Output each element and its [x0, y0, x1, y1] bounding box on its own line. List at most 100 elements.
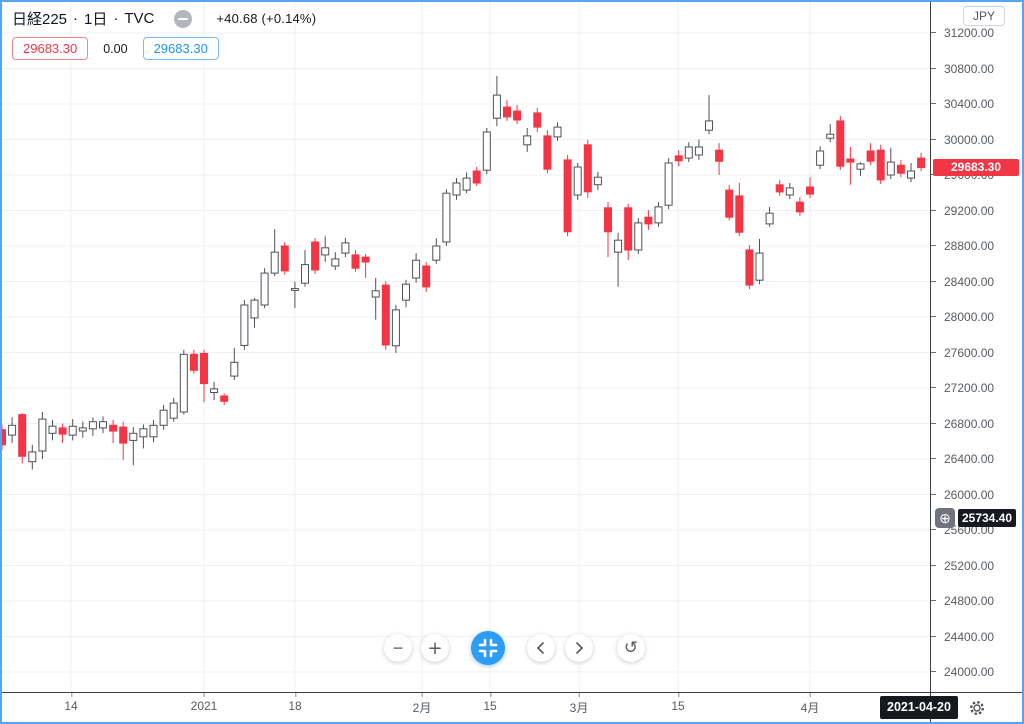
candle — [755, 238, 764, 285]
candle — [826, 124, 835, 143]
price-tick-label: 25200.00 — [931, 558, 1022, 574]
candle — [402, 279, 410, 308]
price-tick-label: 30000.00 — [931, 132, 1022, 148]
time-axis[interactable]: 14 2021 18 2月 15 3月 15 4月 — [2, 692, 930, 722]
candle — [28, 444, 37, 470]
time-tick-label: 15 — [671, 693, 685, 713]
legend-collapse-button[interactable] — [174, 9, 193, 28]
buy-price-button[interactable]: 29683.30 — [142, 37, 219, 60]
price-tick-label: 31200.00 — [931, 25, 1022, 41]
candle — [412, 253, 421, 283]
candle — [452, 178, 461, 200]
symbol-legend: 日経225 · 1日 · TVC +40.68 (+0.14%) 29683.3… — [12, 8, 316, 60]
candle — [715, 143, 724, 175]
candle — [321, 236, 330, 262]
candle — [432, 238, 441, 264]
price-tick-label: 28400.00 — [931, 274, 1022, 290]
candle — [290, 281, 299, 309]
reset-zoom-button[interactable] — [471, 631, 505, 665]
candle — [543, 130, 552, 174]
candle — [664, 158, 673, 210]
zoom-out-button[interactable]: − — [384, 634, 412, 662]
symbol-name[interactable]: 日経225 — [12, 11, 68, 28]
candle — [68, 419, 77, 441]
legend-separator: · — [113, 10, 119, 27]
candle — [391, 305, 400, 353]
candle — [88, 417, 97, 436]
candle — [876, 144, 885, 184]
time-tick-label: 2月 — [413, 693, 431, 716]
candle — [99, 416, 107, 434]
candle — [583, 139, 592, 199]
price-tick-label: 27600.00 — [931, 345, 1022, 361]
price-axis[interactable]: JPY 29683.30 ⊕ 25734.40 31200.00 30800.00… — [930, 2, 1022, 692]
gear-icon — [969, 700, 984, 715]
fit-chart-icon — [478, 638, 498, 658]
candle — [614, 232, 623, 287]
candle — [301, 250, 309, 287]
interval-label[interactable]: 1日 — [84, 11, 108, 28]
candle — [674, 150, 683, 167]
candle — [816, 146, 825, 170]
candle — [735, 183, 744, 237]
candle — [917, 152, 926, 171]
price-change-label: +40.68 (+0.14%) — [216, 11, 317, 26]
time-tick-label: 15 — [483, 693, 497, 713]
candle — [866, 143, 875, 166]
candle — [371, 277, 380, 320]
candle — [311, 238, 320, 274]
price-tick-label: 26800.00 — [931, 416, 1022, 432]
candle — [159, 404, 168, 430]
candle — [886, 147, 895, 179]
circled-plus-icon: ⊕ — [939, 510, 951, 527]
candle — [230, 348, 239, 380]
candle — [220, 393, 229, 405]
candle — [482, 128, 491, 175]
candle — [169, 397, 178, 422]
candle — [513, 104, 522, 124]
candle — [462, 172, 471, 194]
time-tick-label: 4月 — [801, 693, 819, 716]
candle — [381, 281, 390, 350]
exchange-label[interactable]: TVC — [124, 10, 155, 27]
candle — [472, 167, 481, 187]
candle — [563, 155, 572, 237]
candle — [705, 95, 713, 135]
candle — [573, 163, 582, 200]
candle — [624, 203, 633, 261]
candle — [634, 218, 643, 254]
minus-icon: − — [392, 637, 404, 658]
candle — [149, 419, 158, 443]
candle — [280, 242, 289, 275]
time-tick-label: 2021 — [191, 693, 217, 713]
candle — [240, 300, 249, 350]
scroll-right-button[interactable] — [565, 634, 593, 662]
candle — [189, 349, 198, 374]
scroll-left-button[interactable] — [527, 634, 555, 662]
add-alert-button[interactable]: ⊕ — [935, 508, 955, 529]
reset-chart-button[interactable]: ↺ — [617, 634, 645, 662]
price-tick-label: 24400.00 — [931, 629, 1022, 645]
candle — [351, 250, 360, 272]
candle — [654, 202, 663, 227]
zoom-in-button[interactable]: + — [421, 634, 449, 662]
candle — [553, 122, 562, 141]
legend-separator: · — [73, 10, 79, 27]
time-tick-label: 18 — [288, 693, 302, 713]
sell-price-button[interactable]: 29683.30 — [12, 37, 89, 60]
candle — [694, 139, 703, 160]
chart-canvas[interactable] — [2, 2, 930, 692]
currency-badge[interactable]: JPY — [963, 6, 1006, 26]
candle — [109, 419, 118, 443]
candle — [644, 210, 653, 230]
candle — [684, 142, 693, 163]
price-tick-label: 30800.00 — [931, 61, 1022, 77]
chart-nav-toolbar: − + ↺ — [384, 631, 645, 665]
candle — [331, 252, 340, 270]
candle — [270, 229, 279, 277]
candle — [139, 424, 148, 449]
candle — [503, 100, 511, 121]
candle — [745, 245, 754, 289]
candle — [785, 183, 794, 199]
